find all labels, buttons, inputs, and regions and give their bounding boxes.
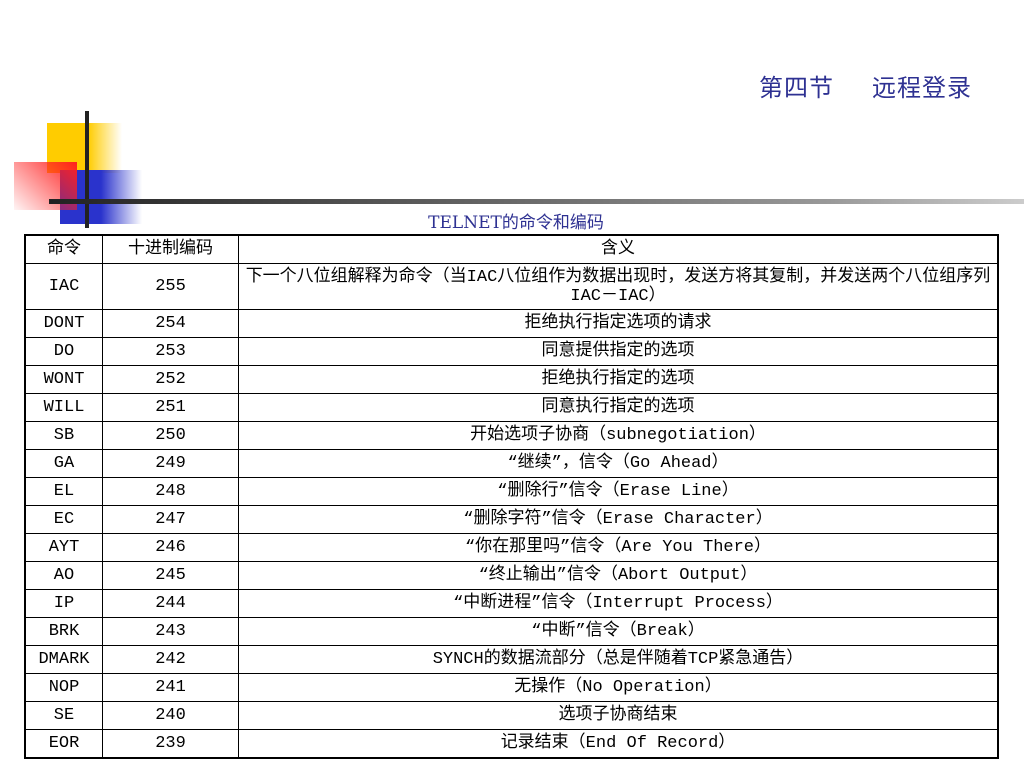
table-caption: TELNET的命令和编码 — [428, 213, 604, 233]
code-cell: 245 — [102, 561, 239, 590]
header-meaning: 含义 — [238, 234, 999, 264]
table-row: BRK 243 “中断”信令（Break） — [24, 617, 999, 646]
title-label: 远程登录 — [872, 74, 972, 102]
header-command: 命令 — [24, 234, 103, 264]
meaning-cell: 拒绝执行指定的选项 — [238, 365, 999, 394]
code-cell: 240 — [102, 701, 239, 730]
table-row: WILL 251 同意执行指定的选项 — [24, 393, 999, 422]
decorative-graphic — [0, 100, 1024, 240]
meaning-cell: 无操作（No Operation） — [238, 673, 999, 702]
meaning-cell: “你在那里吗”信令（Are You There） — [238, 533, 999, 562]
table-row: DO 253 同意提供指定的选项 — [24, 337, 999, 366]
code-cell: 249 — [102, 449, 239, 478]
table-row: EL 248 “删除行”信令（Erase Line） — [24, 477, 999, 506]
command-cell: WILL — [24, 393, 103, 422]
command-cell: DONT — [24, 309, 103, 338]
table-row: GA 249 “继续”，信令（Go Ahead） — [24, 449, 999, 478]
table-header-row: 命令 十进制编码 含义 — [24, 234, 999, 264]
meaning-cell: “删除行”信令（Erase Line） — [238, 477, 999, 506]
slide-title: 第四节 远程登录 — [759, 68, 972, 103]
table-row: EOR 239 记录结束（End Of Record） — [24, 729, 999, 759]
table-row: WONT 252 拒绝执行指定的选项 — [24, 365, 999, 394]
vertical-divider — [85, 111, 89, 228]
table-row: EC 247 “删除字符”信令（Erase Character） — [24, 505, 999, 534]
table-row: SE 240 选项子协商结束 — [24, 701, 999, 730]
command-cell: GA — [24, 449, 103, 478]
code-cell: 252 — [102, 365, 239, 394]
meaning-cell: “删除字符”信令（Erase Character） — [238, 505, 999, 534]
code-cell: 251 — [102, 393, 239, 422]
table-row: DMARK 242 SYNCH的数据流部分（总是伴随着TCP紧急通告） — [24, 645, 999, 674]
table-row: DONT 254 拒绝执行指定选项的请求 — [24, 309, 999, 338]
meaning-cell: 同意执行指定的选项 — [238, 393, 999, 422]
command-cell: IAC — [24, 263, 103, 310]
command-cell: EL — [24, 477, 103, 506]
meaning-cell: 同意提供指定的选项 — [238, 337, 999, 366]
code-cell: 253 — [102, 337, 239, 366]
code-cell: 239 — [102, 729, 239, 759]
meaning-cell: 拒绝执行指定选项的请求 — [238, 309, 999, 338]
code-cell: 254 — [102, 309, 239, 338]
section-label: 第四节 — [759, 74, 834, 102]
command-cell: EOR — [24, 729, 103, 759]
code-cell: 246 — [102, 533, 239, 562]
command-cell: SE — [24, 701, 103, 730]
meaning-cell: 开始选项子协商（subnegotiation） — [238, 421, 999, 450]
table-row: IAC 255 下一个八位组解释为命令（当IAC八位组作为数据出现时，发送方将其复制… — [24, 263, 999, 310]
code-cell: 247 — [102, 505, 239, 534]
meaning-cell: 下一个八位组解释为命令（当IAC八位组作为数据出现时，发送方将其复制，并发送两个… — [238, 263, 999, 310]
horizontal-divider — [49, 199, 1024, 204]
meaning-cell: “继续”，信令（Go Ahead） — [238, 449, 999, 478]
meaning-cell: 选项子协商结束 — [238, 701, 999, 730]
code-cell: 255 — [102, 263, 239, 310]
command-cell: IP — [24, 589, 103, 618]
code-cell: 248 — [102, 477, 239, 506]
table-row: AO 245 “终止输出”信令（Abort Output） — [24, 561, 999, 590]
meaning-cell: “中断”信令（Break） — [238, 617, 999, 646]
command-cell: WONT — [24, 365, 103, 394]
command-cell: AYT — [24, 533, 103, 562]
telnet-commands-table: 命令 十进制编码 含义 IAC 255 下一个八位组解释为命令（当IAC八位组作为数… — [24, 234, 999, 759]
command-cell: AO — [24, 561, 103, 590]
header-code: 十进制编码 — [102, 234, 239, 264]
meaning-cell: “中断进程”信令（Interrupt Process） — [238, 589, 999, 618]
code-cell: 250 — [102, 421, 239, 450]
meaning-cell: “终止输出”信令（Abort Output） — [238, 561, 999, 590]
command-cell: EC — [24, 505, 103, 534]
table-row: SB 250 开始选项子协商（subnegotiation） — [24, 421, 999, 450]
code-cell: 242 — [102, 645, 239, 674]
command-cell: SB — [24, 421, 103, 450]
table-row: IP 244 “中断进程”信令（Interrupt Process） — [24, 589, 999, 618]
code-cell: 243 — [102, 617, 239, 646]
command-cell: DMARK — [24, 645, 103, 674]
code-cell: 244 — [102, 589, 239, 618]
code-cell: 241 — [102, 673, 239, 702]
command-cell: BRK — [24, 617, 103, 646]
table-row: AYT 246 “你在那里吗”信令（Are You There） — [24, 533, 999, 562]
command-cell: DO — [24, 337, 103, 366]
table-row: NOP 241 无操作（No Operation） — [24, 673, 999, 702]
meaning-cell: SYNCH的数据流部分（总是伴随着TCP紧急通告） — [238, 645, 999, 674]
meaning-cell: 记录结束（End Of Record） — [238, 729, 999, 759]
command-cell: NOP — [24, 673, 103, 702]
